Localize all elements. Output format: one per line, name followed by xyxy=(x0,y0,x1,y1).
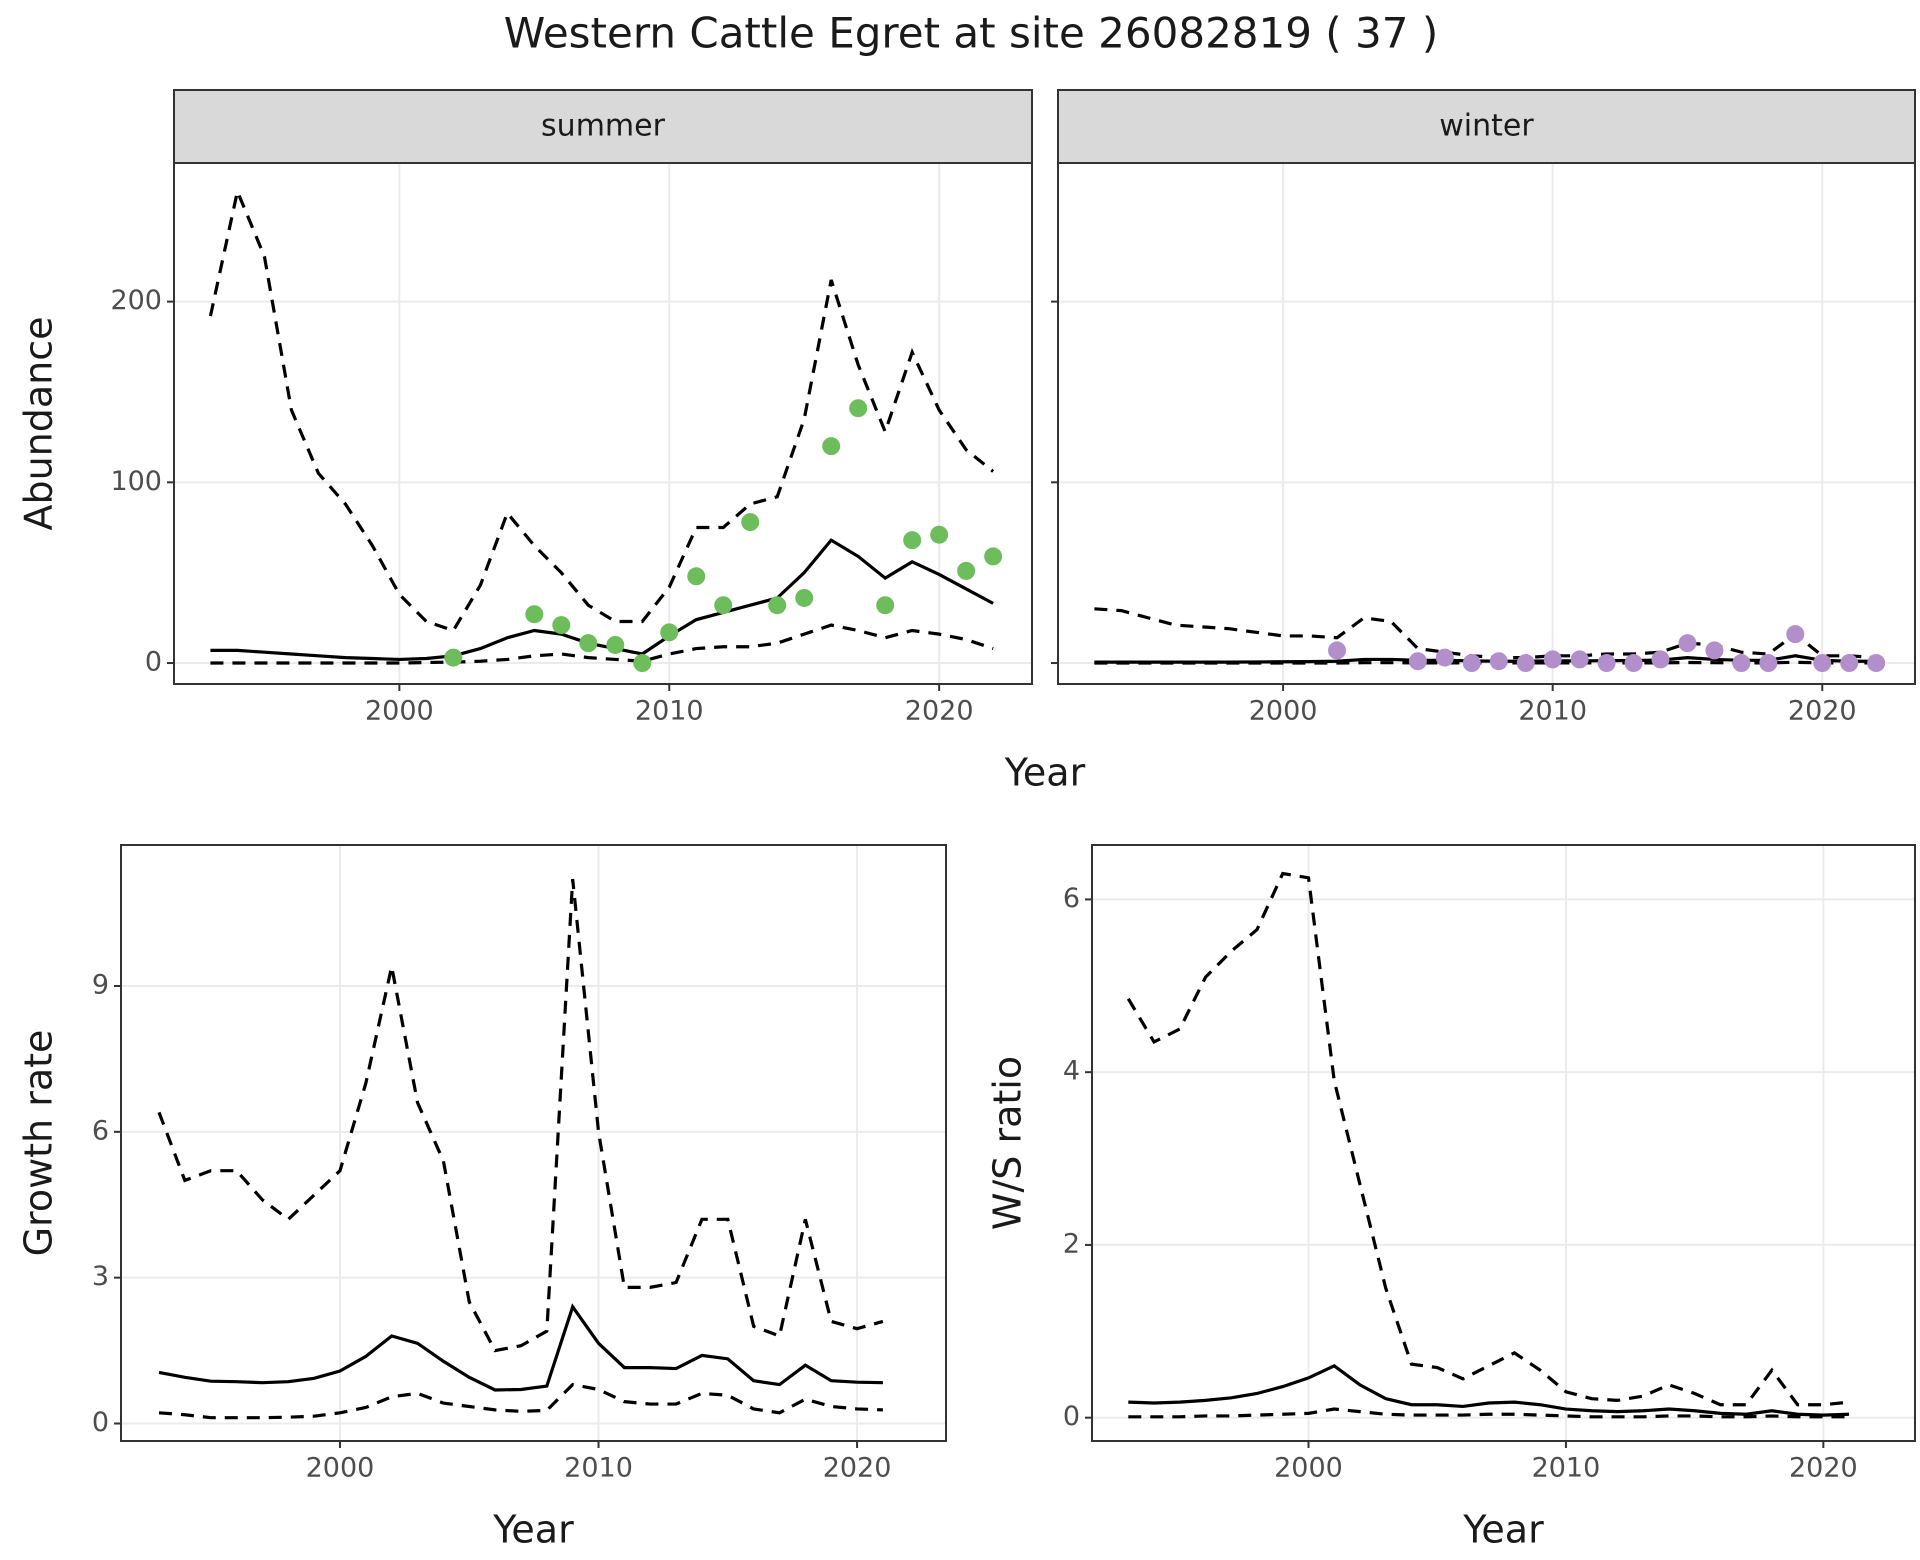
interval-line xyxy=(157,878,884,1353)
facet-strip xyxy=(173,89,1033,164)
y-axis-title: W/S ratio xyxy=(986,1056,1030,1230)
facet-label: winter xyxy=(1439,109,1534,144)
observed-point xyxy=(1732,654,1751,673)
y-tick-label: 200 xyxy=(110,285,162,316)
interval-line xyxy=(1128,1407,1850,1419)
observed-point xyxy=(606,635,625,654)
y-tick-label: 9 xyxy=(92,969,109,1000)
panel-border xyxy=(1091,844,1916,1442)
y-axis-title: Abundance xyxy=(17,316,61,530)
observed-point xyxy=(1328,641,1347,660)
observed-point xyxy=(525,605,544,624)
observed-point xyxy=(1867,654,1886,673)
observed-point xyxy=(1516,654,1535,673)
y-tick-label: 2 xyxy=(1063,1228,1080,1259)
observed-point xyxy=(1840,654,1859,673)
facet-label: summer xyxy=(541,109,666,144)
y-tick-label: 0 xyxy=(92,1407,109,1438)
observed-point xyxy=(1759,654,1778,673)
observed-point xyxy=(1543,650,1562,669)
observed-point xyxy=(849,399,868,418)
observed-point xyxy=(1462,654,1481,673)
observed-point xyxy=(552,616,571,635)
x-axis-title: Year xyxy=(492,1508,574,1552)
observed-point xyxy=(984,547,1003,566)
observed-point xyxy=(1813,654,1832,673)
y-tick-label: 6 xyxy=(92,1115,109,1146)
observed-point xyxy=(1786,625,1805,644)
observed-point xyxy=(1435,648,1454,667)
observed-point xyxy=(660,623,679,642)
observed-point xyxy=(579,634,598,653)
observed-point xyxy=(930,525,949,544)
x-tick-label: 2020 xyxy=(823,1453,892,1484)
observed-point xyxy=(741,513,760,532)
x-tick-label: 2000 xyxy=(365,696,434,727)
panel-border xyxy=(120,844,947,1442)
facet-strip xyxy=(1057,89,1916,164)
y-tick-label: 3 xyxy=(92,1261,109,1292)
mean-line xyxy=(158,1303,883,1392)
interval-line xyxy=(208,186,995,633)
observed-point xyxy=(876,596,895,615)
observed-point xyxy=(957,561,976,580)
observed-point xyxy=(444,648,463,667)
x-tick-label: 2000 xyxy=(1274,1453,1343,1484)
interval-line xyxy=(158,1382,883,1420)
x-axis-title: Year xyxy=(1462,1508,1544,1552)
y-tick-label: 0 xyxy=(145,647,162,678)
x-axis-title: Year xyxy=(1004,751,1086,795)
observed-point xyxy=(1705,641,1724,660)
observed-point xyxy=(1678,634,1697,653)
observed-point xyxy=(1597,654,1616,673)
observed-point xyxy=(1624,654,1643,673)
x-tick-label: 2010 xyxy=(1518,696,1587,727)
observed-point xyxy=(1408,652,1427,671)
x-tick-label: 2020 xyxy=(1788,696,1857,727)
x-tick-label: 2000 xyxy=(1249,696,1318,727)
observed-point xyxy=(714,596,733,615)
observed-point xyxy=(1489,652,1508,671)
panel-background xyxy=(121,845,946,1441)
observed-point xyxy=(1570,650,1589,669)
mean-line xyxy=(210,538,994,662)
y-tick-label: 4 xyxy=(1063,1056,1080,1087)
y-tick-label: 6 xyxy=(1063,883,1080,914)
observed-point xyxy=(822,437,841,456)
panel-background xyxy=(1092,845,1915,1441)
interval-line xyxy=(1094,607,1877,660)
x-tick-label: 2020 xyxy=(905,696,974,727)
y-axis-title: Growth rate xyxy=(17,1030,61,1257)
x-tick-label: 2010 xyxy=(1532,1453,1601,1484)
x-tick-label: 2010 xyxy=(564,1453,633,1484)
observed-point xyxy=(633,654,652,673)
x-tick-label: 2010 xyxy=(635,696,704,727)
x-tick-label: 2020 xyxy=(1789,1453,1858,1484)
figure-title: Western Cattle Egret at site 26082819 ( … xyxy=(504,9,1438,58)
y-tick-label: 100 xyxy=(110,466,162,497)
observed-point xyxy=(1651,650,1670,669)
panel-background xyxy=(1058,163,1915,684)
observed-point xyxy=(687,567,706,586)
observed-point xyxy=(768,596,787,615)
observed-point xyxy=(795,588,814,607)
y-tick-label: 0 xyxy=(1063,1401,1080,1432)
mean-line xyxy=(1128,1363,1850,1417)
panel-background xyxy=(174,163,1032,684)
x-tick-label: 2000 xyxy=(306,1453,375,1484)
observed-point xyxy=(903,531,922,550)
